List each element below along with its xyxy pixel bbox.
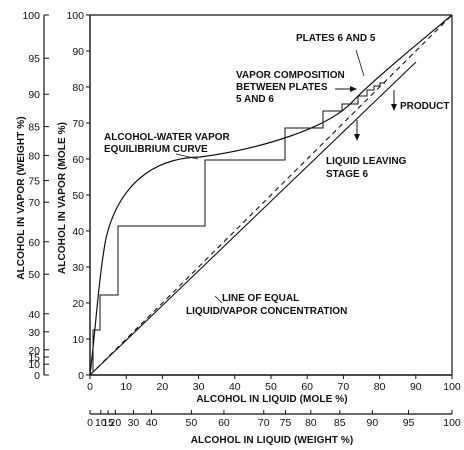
mole-y-tick-label: 40 (72, 226, 84, 238)
mole-y-tick-label: 0 (78, 370, 84, 382)
weight-y-tick-label: 0 (34, 370, 40, 382)
weight-y-tick-label: 95 (28, 53, 40, 65)
mole-y-tick-label: 70 (72, 118, 84, 130)
stage-steps (92, 82, 385, 372)
mole-x-tick-label: 20 (157, 381, 169, 393)
annotation-eq-curve-1: ALCOHOL-WATER VAPOR (104, 132, 231, 143)
weight-x-tick-label: 40 (146, 417, 158, 429)
annotation-vapor-composition-1: VAPOR COMPOSITION (236, 70, 345, 81)
mole-y-tick-label: 10 (72, 334, 84, 346)
annotation-vapor-composition-2: BETWEEN PLATES (236, 82, 328, 93)
annotation-line-of-equal-2: LIQUID/VAPOR CONCENTRATION (186, 306, 347, 317)
weight-x-tick-label: 30 (128, 417, 140, 429)
weight-x-tick-label: 100 (443, 417, 461, 429)
weight-y-tick-label: 15 (28, 352, 40, 364)
weight-y-tick-label: 80 (28, 150, 40, 162)
weight-y-tick-label: 20 (28, 345, 40, 357)
weight-y-tick-label: 60 (28, 237, 40, 249)
mole-x-tick-label: 80 (374, 381, 386, 393)
mole-y-tick-label: 30 (72, 262, 84, 274)
mole-x-tick-label: 60 (301, 381, 313, 393)
mole-x-tick-label: 70 (338, 381, 350, 393)
operating-line (89, 61, 417, 376)
arrow-head-product (391, 104, 397, 111)
annotation-vapor-composition-3: 5 AND 6 (236, 94, 274, 105)
mole-y-tick-label: 50 (72, 190, 84, 202)
weight-y-tick-label: 30 (28, 327, 40, 339)
mole-y-tick-label: 20 (72, 298, 84, 310)
weight-x-tick-label: 95 (403, 417, 415, 429)
annotation-eq-curve-2: EQUILIBRIUM CURVE (104, 144, 208, 155)
mole-x-tick-label: 50 (265, 381, 277, 393)
weight-y-tick-label: 50 (28, 269, 40, 281)
annotation-liquid-leaving-1: LIQUID LEAVING (326, 156, 407, 167)
weight-y-tick-label: 85 (28, 122, 40, 134)
annotation-liquid-leaving-2: STAGE 6 (326, 169, 368, 180)
equilibrium-curve (89, 14, 453, 376)
annotation-product: PRODUCT (400, 101, 449, 112)
leader-eq-curve (175, 153, 199, 160)
mole-x-tick-label: 0 (87, 381, 93, 393)
mole-y-tick-label: 100 (66, 10, 84, 22)
weight-y-tick-label: 70 (28, 197, 40, 209)
arrow-head-liquid-leaving (354, 134, 360, 141)
weight-y-tick-label: 75 (28, 176, 40, 188)
weight-x-tick-label: 75 (280, 417, 292, 429)
weight-x-tick-label: 50 (186, 417, 198, 429)
weight-x-tick-label: 70 (258, 417, 270, 429)
mole-y-tick-label: 80 (72, 82, 84, 94)
arrow-head-vapor-composition (350, 86, 357, 92)
weight-y-tick-label: 40 (28, 309, 40, 321)
leader-plates (355, 49, 365, 77)
weight-axis-title: ALCOHOL IN LIQUID (WEIGHT %) (191, 435, 354, 446)
mole-x-tick-label: 30 (193, 381, 205, 393)
weight-x-tick-label: 85 (334, 417, 346, 429)
mole-x-tick-label: 90 (410, 381, 422, 393)
weight-x-tick-label: 20 (109, 417, 121, 429)
weight-y-tick-label: 90 (28, 89, 40, 101)
inner-axis-title: ALCOHOL IN VAPOR (MOLE %) (57, 122, 68, 274)
annotation-plates-6-and-5: PLATES 6 AND 5 (296, 33, 376, 44)
weight-y-tick-label: 100 (22, 10, 40, 22)
mole-x-tick-label: 100 (443, 381, 461, 393)
bottom-axis-title: ALCOHOL IN LIQUID (MOLE %) (196, 394, 347, 405)
weight-y-tick-label: 10 (28, 359, 40, 371)
line-of-equal-concentration (89, 14, 453, 376)
mole-x-tick-label: 10 (120, 381, 132, 393)
weight-x-tick-label: 0 (87, 417, 93, 429)
weight-x-tick-label: 15 (102, 417, 114, 429)
weight-x-tick-label: 90 (367, 417, 379, 429)
weight-x-tick-label: 80 (305, 417, 317, 429)
mole-y-tick-label: 60 (72, 154, 84, 166)
mole-x-tick-label: 40 (229, 381, 241, 393)
left-axis-title: ALCOHOL IN VAPOR (WEIGHT %) (16, 116, 27, 279)
leader-line-of-equal (214, 295, 223, 304)
weight-x-tick-label: 10 (95, 417, 107, 429)
mole-y-tick-label: 90 (72, 46, 84, 58)
annotation-line-of-equal-1: LINE OF EQUAL (222, 293, 299, 304)
weight-x-tick-label: 60 (218, 417, 230, 429)
